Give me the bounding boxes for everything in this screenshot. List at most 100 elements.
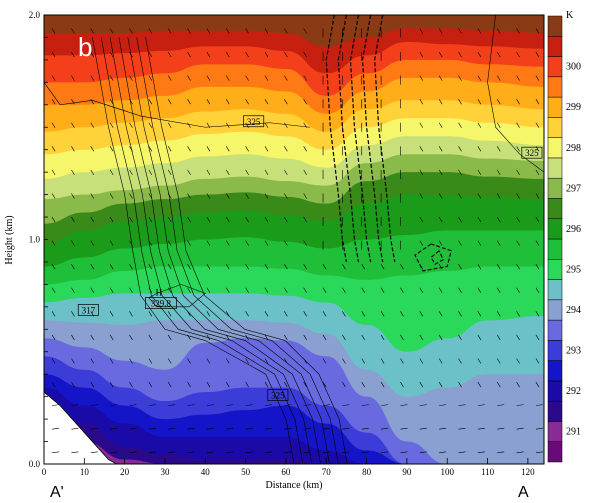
wind-vector [129,122,133,128]
wind-vector [284,381,288,388]
wind-vector [342,311,346,317]
colorbar-swatch [547,56,563,78]
wind-vectors [51,28,543,454]
wind-vector [51,75,56,81]
wind-vector [284,240,288,246]
colorbar-swatch [547,177,563,199]
wind-vector [51,122,56,128]
wind-vector [322,358,327,364]
wind-vector [52,427,60,430]
wind-vector [129,216,133,223]
dashed-contour [361,15,384,263]
wind-vector [206,240,211,246]
wind-vector [458,51,462,58]
wind-vector [52,451,60,454]
wind-vector [400,264,404,270]
wind-vector [381,451,389,454]
wind-vector [516,193,520,199]
contour-label-box [521,146,543,159]
colorbar: 291 292 293 294 295 296 297 298 299 300 K [547,10,581,463]
wind-vector [284,51,288,58]
wind-vector [496,75,501,81]
wind-vector [400,287,404,293]
wind-vector [206,28,211,34]
wind-vector [438,28,443,34]
wind-vector [90,240,95,246]
wind-vector [167,169,172,176]
wind-vector [226,99,230,105]
y-tick-label: 0.0 [29,459,41,469]
wind-vector [303,51,307,58]
wind-vector [226,193,230,199]
wind-vector [535,240,540,246]
wind-vector [458,311,462,317]
wind-vector [226,358,230,364]
wind-vector [206,358,211,364]
wind-vector [226,169,230,176]
wind-vector [51,216,56,223]
section-start-label: A' [50,484,64,501]
section-end-label: A [518,484,529,501]
wind-vector [71,311,75,317]
wind-vector [109,169,114,176]
wind-vector [129,75,133,81]
wind-vector [342,427,350,430]
colorbar-swatch [547,421,563,442]
colorbar-swatch [547,380,563,402]
wind-vector [264,334,269,341]
wind-vector [381,427,389,430]
panel-label: b [78,32,92,62]
colorbar-swatch [547,340,563,361]
wind-vector [206,451,214,454]
wind-vector [284,404,292,406]
wind-vector [516,216,520,223]
wind-vector [477,381,482,388]
wind-vector [264,427,273,430]
wind-vector [90,287,95,293]
wind-vector [226,311,230,317]
colorbar-swatch [547,279,563,301]
wind-vector [206,122,211,128]
x-tick-label: 90 [402,467,412,477]
wind-vector [90,427,98,430]
wind-vector [90,334,95,341]
wind-vector [245,51,249,58]
wind-vector [168,451,176,454]
wind-vector [71,51,75,58]
dashed-contour [430,250,444,265]
wind-vector [148,146,153,152]
wind-vector [458,75,462,81]
wind-vector [419,75,424,81]
wind-vector [400,311,404,317]
wind-vector [90,404,98,406]
wind-vector [477,427,485,430]
wind-vector [516,427,524,430]
wind-vector [71,146,75,152]
wind-vector [303,451,311,454]
wind-vector [458,216,462,223]
wind-vector [71,240,75,246]
contour-lines [44,15,544,464]
solid-contour [487,15,544,173]
wind-vector [206,99,211,105]
wind-vector [51,51,56,58]
wind-vector [361,287,365,293]
wind-vector [535,404,543,406]
wind-vector [535,99,540,105]
wind-vector [206,404,214,406]
wind-vector [109,146,114,152]
wind-vector [535,51,540,58]
wind-vector [496,216,501,223]
wind-vector [438,358,443,364]
wind-vector [419,334,424,341]
wind-vector [303,240,307,246]
wind-vector [187,216,191,223]
wind-vector [110,404,118,406]
wind-vector [438,193,443,199]
wind-vector [187,358,191,364]
wind-vector [303,99,307,105]
wind-vector [458,264,462,270]
wind-vector [535,334,540,341]
wind-vector [284,358,288,364]
wind-vector [129,28,133,34]
